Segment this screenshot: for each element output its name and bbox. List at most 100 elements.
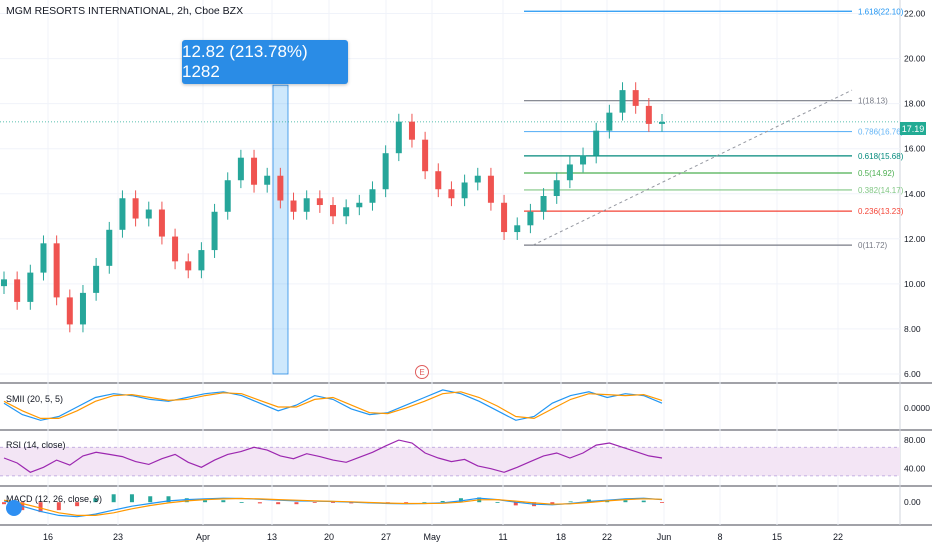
fib-level-label: 0.618(15.68) (858, 152, 904, 161)
x-tick-label: 15 (772, 532, 782, 542)
candle-body (264, 175, 271, 185)
macd-histogram-bar (56, 502, 61, 511)
candle-body (501, 202, 508, 233)
measure-box[interactable]: 12.82 (213.78%) 1282 (182, 40, 348, 84)
fib-level-label: 1.618(22.10) (858, 7, 904, 16)
macd-histogram-bar (312, 502, 317, 503)
macd-histogram-bar (129, 494, 134, 503)
x-tick-label: 22 (602, 532, 612, 542)
candle-body (237, 157, 244, 181)
candle-body (40, 243, 47, 273)
candle-body (659, 121, 665, 124)
y-tick-label: 18.00 (904, 99, 926, 109)
macd-histogram-bar (184, 498, 189, 503)
macd-histogram-bar (458, 498, 463, 503)
candle-body (93, 265, 100, 293)
macd-histogram-bar (38, 502, 43, 513)
macd-histogram-bar (440, 501, 445, 503)
y-tick-label: 0.0000 (904, 403, 930, 413)
x-tick-label: 16 (43, 532, 53, 542)
y-tick-label: 0.00 (904, 497, 921, 507)
candle-body (487, 175, 494, 203)
y-tick-label: 20.00 (904, 54, 926, 64)
macd-histogram-bar (586, 499, 591, 503)
x-tick-label: Jun (657, 532, 672, 542)
candle-body (382, 153, 389, 190)
candle-body (566, 164, 573, 181)
macd-histogram-bar (276, 502, 281, 505)
measure-range (272, 84, 289, 375)
x-tick-label: 27 (381, 532, 391, 542)
candle-body (185, 261, 192, 271)
y-tick-label: 40.00 (904, 464, 926, 474)
y-tick-label: 80.00 (904, 435, 926, 445)
candle-body (435, 171, 442, 190)
x-tick-label: 23 (113, 532, 123, 542)
macd-histogram-bar (257, 502, 262, 504)
smii-signal-line (3, 391, 663, 420)
fib-level-label: 0.786(16.76) (858, 128, 904, 137)
macd-histogram-bar (75, 502, 80, 507)
macd-histogram-bar (148, 496, 153, 503)
candle-body (316, 198, 323, 206)
candle-body (645, 105, 652, 124)
macd-histogram-bar (623, 500, 628, 503)
macd-histogram-bar (550, 502, 555, 505)
candle-body (527, 211, 534, 226)
macd-histogram-bar (513, 502, 518, 506)
rsi-line (3, 439, 663, 473)
y-tick-label: 22.00 (904, 9, 926, 19)
y-tick-label: 8.00 (904, 324, 921, 334)
candle-body (27, 272, 34, 302)
candle-body (158, 209, 165, 237)
candle-body (343, 207, 350, 217)
candle-body (172, 236, 179, 262)
x-tick-label: Apr (196, 532, 210, 542)
candle-body (277, 175, 284, 201)
macd-histogram-bar (239, 502, 244, 503)
macd-histogram-bar (331, 502, 335, 503)
candle-body (448, 189, 455, 199)
macd-signal-line (3, 497, 663, 517)
chart-title: MGM RESORTS INTERNATIONAL, 2h, Cboe BZX (6, 5, 244, 17)
candle-body (251, 157, 258, 185)
macd-histogram-bar (93, 498, 98, 503)
candle-body (606, 112, 613, 131)
macd-histogram-bar (404, 502, 409, 503)
candle-body (540, 196, 547, 212)
smii-line (3, 389, 663, 421)
candle-body (198, 250, 205, 271)
candle-body (619, 90, 626, 113)
fib-level-label: 0.236(13.23) (858, 207, 904, 216)
macd-histogram-bar (495, 502, 500, 503)
y-tick-label: 10.00 (904, 279, 926, 289)
y-tick-label: 14.00 (904, 189, 926, 199)
candle-body (211, 211, 218, 251)
candle-body (1, 279, 7, 287)
candle-body (79, 292, 86, 325)
candle-body (14, 279, 21, 302)
macd-histogram-bar (203, 500, 208, 503)
y-tick-label: 16.00 (904, 144, 926, 154)
candle-body (422, 139, 429, 172)
candle-body (290, 200, 297, 212)
candle-body (461, 182, 468, 199)
earnings-marker[interactable]: E (415, 365, 429, 379)
candle-body (632, 90, 639, 106)
macd-histogram-bar (641, 500, 646, 503)
candle-body (66, 297, 73, 325)
candle-body (408, 121, 415, 140)
candle-body (474, 175, 481, 183)
candle-body (580, 155, 587, 165)
rsi-label: RSI (14, close) (6, 440, 66, 450)
candle-body (224, 180, 231, 212)
candle-body (303, 198, 310, 212)
x-tick-label: May (423, 532, 441, 542)
macd-histogram-bar (568, 501, 573, 503)
candle-body (553, 180, 560, 197)
x-tick-label: 11 (498, 532, 507, 542)
candle-body (369, 189, 376, 203)
x-tick-label: 8 (717, 532, 722, 542)
